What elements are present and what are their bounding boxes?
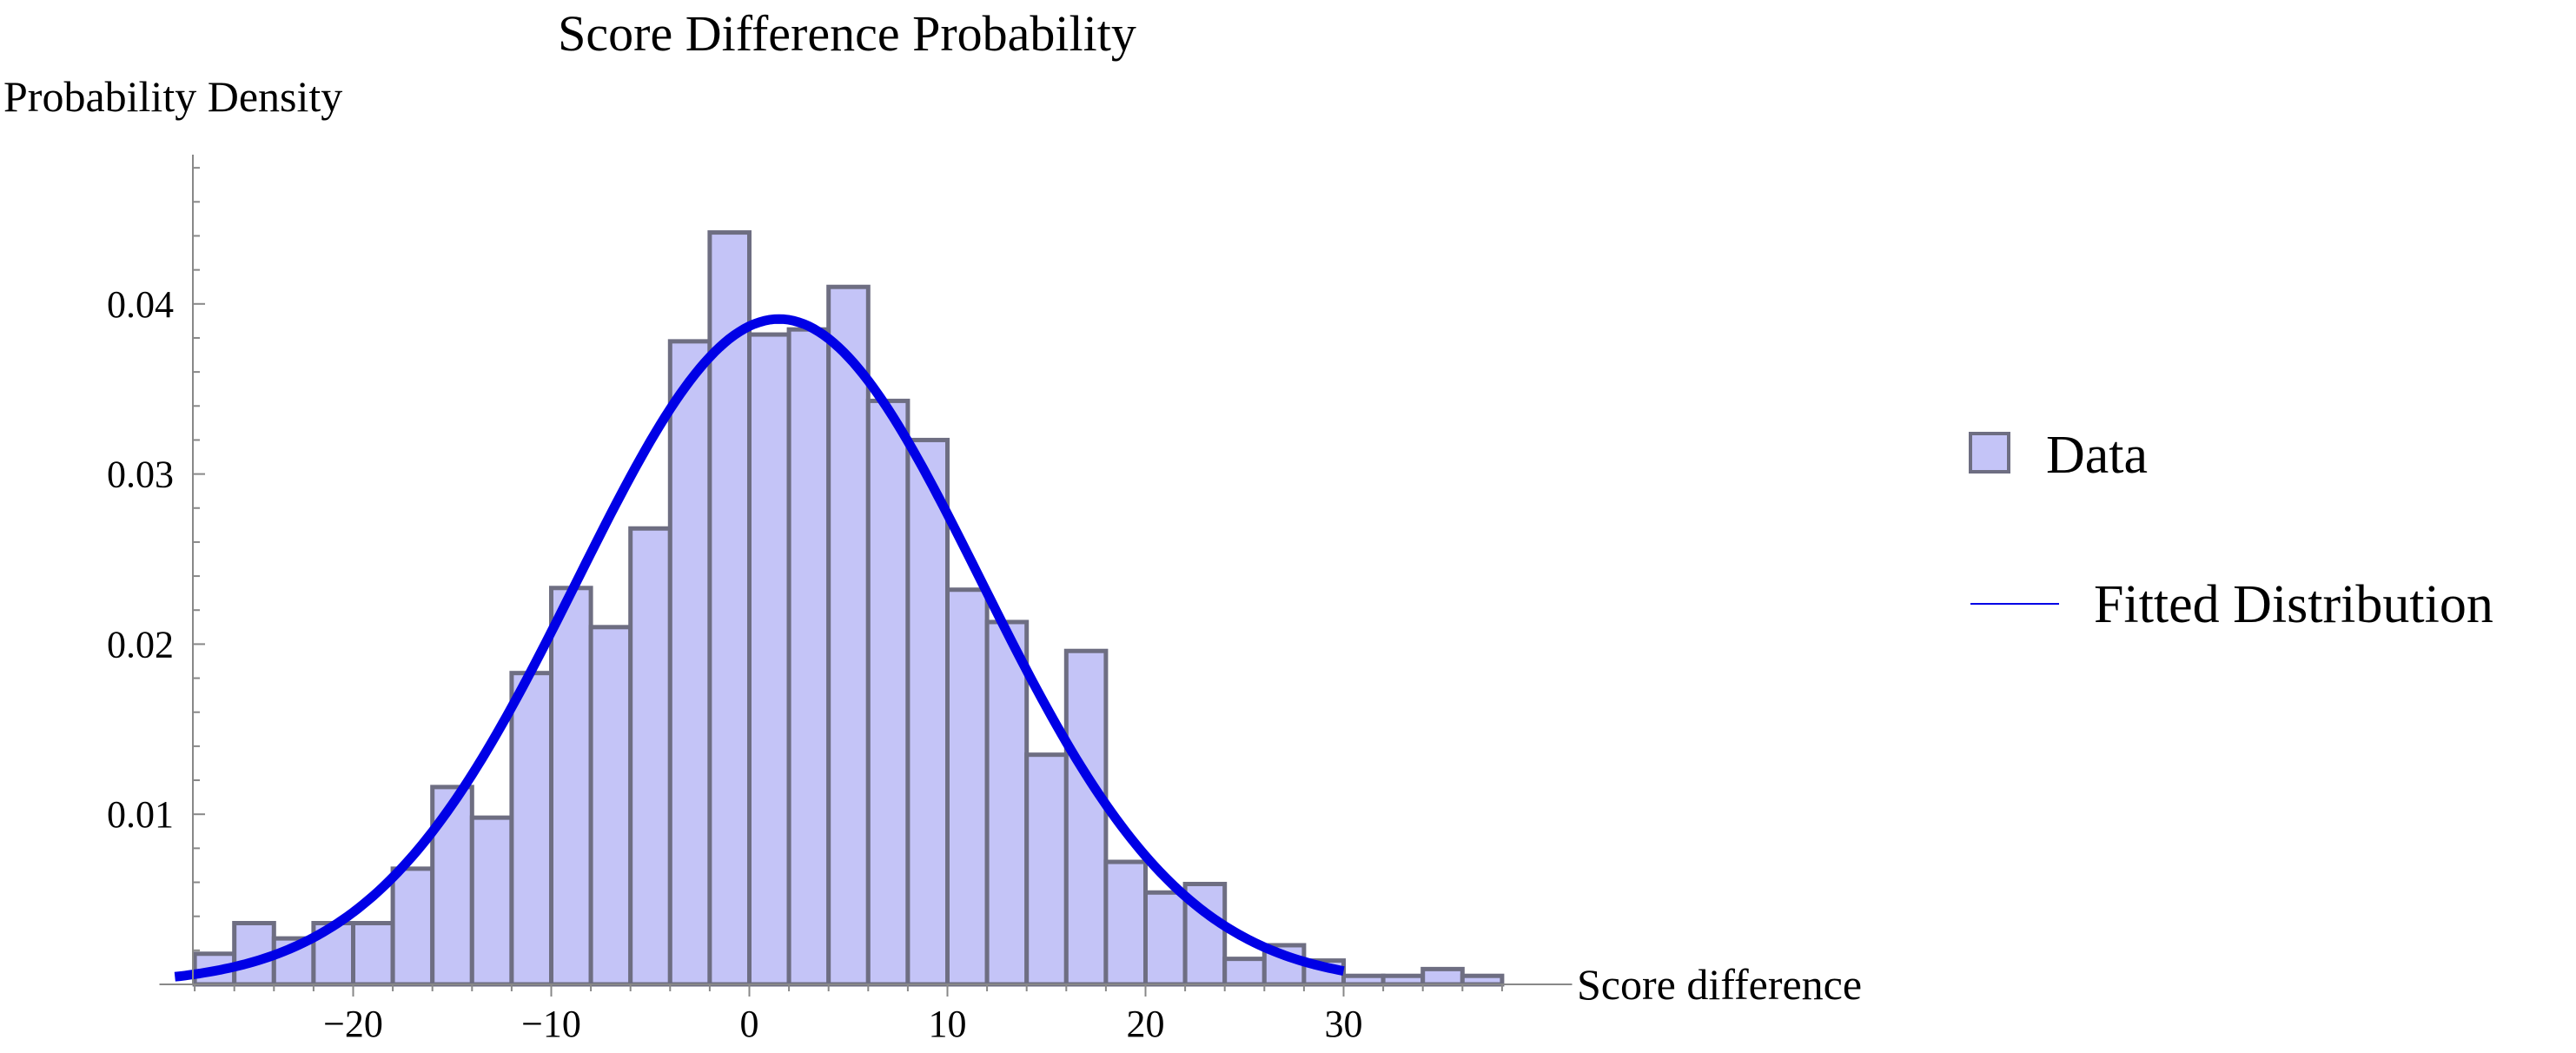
histogram-bar: [826, 284, 871, 987]
x-tick-label: 10: [929, 1003, 967, 1045]
legend: Data Fitted Distribution: [1969, 426, 2493, 634]
x-tick-label: −10: [521, 1003, 581, 1045]
histogram-bar: [588, 625, 633, 987]
histogram-bar: [509, 671, 554, 987]
y-axis-label: Probability Density: [3, 72, 342, 121]
histogram-bar: [628, 526, 672, 987]
histogram-bar: [1420, 966, 1465, 987]
x-tick-label: −20: [323, 1003, 383, 1045]
x-tick-label: 20: [1127, 1003, 1165, 1045]
histogram-bar: [1143, 890, 1188, 987]
histogram-bar: [1063, 648, 1109, 987]
y-tick-label: 0.02: [107, 623, 174, 666]
y-tick-label: 0.01: [107, 793, 174, 836]
x-tick-label: 30: [1325, 1003, 1363, 1045]
fitted-distribution-curve: [174, 314, 1345, 982]
histogram-bar: [1341, 973, 1386, 987]
histogram-bar: [945, 587, 990, 987]
x-tick-label: 0: [740, 1003, 759, 1045]
histogram-bar: [905, 437, 950, 987]
histogram-bars: [192, 230, 1505, 987]
histogram-bar: [786, 327, 831, 987]
histogram-bar: [1222, 957, 1267, 987]
chart-title: Score Difference Probability: [558, 5, 1136, 62]
y-tick-label: 0.03: [107, 454, 174, 496]
histogram-bar: [351, 921, 395, 987]
axes: −20 −10 0 10 20 30 0.01 0.02 0.03 0.04: [107, 155, 1573, 1045]
histogram-bar: [469, 815, 514, 987]
histogram-bar: [549, 586, 593, 987]
fitted-curve-layer: [174, 314, 1345, 982]
histogram-bar: [984, 619, 1030, 987]
legend-fitted-label: Fitted Distribution: [2094, 575, 2493, 634]
histogram-bar: [1103, 859, 1149, 987]
legend-data-label: Data: [2046, 426, 2148, 485]
y-tick-label: 0.04: [107, 283, 174, 326]
histogram-bar: [1024, 752, 1069, 987]
histogram-bar: [1460, 973, 1505, 987]
x-axis-label: Score difference: [1577, 960, 1862, 1009]
histogram-bar: [747, 332, 791, 987]
histogram-bar: [1381, 973, 1426, 987]
legend-data-swatch: [1969, 432, 2010, 474]
histogram-bar: [390, 866, 435, 987]
histogram-bar: [667, 339, 712, 987]
histogram-bar: [865, 398, 911, 987]
